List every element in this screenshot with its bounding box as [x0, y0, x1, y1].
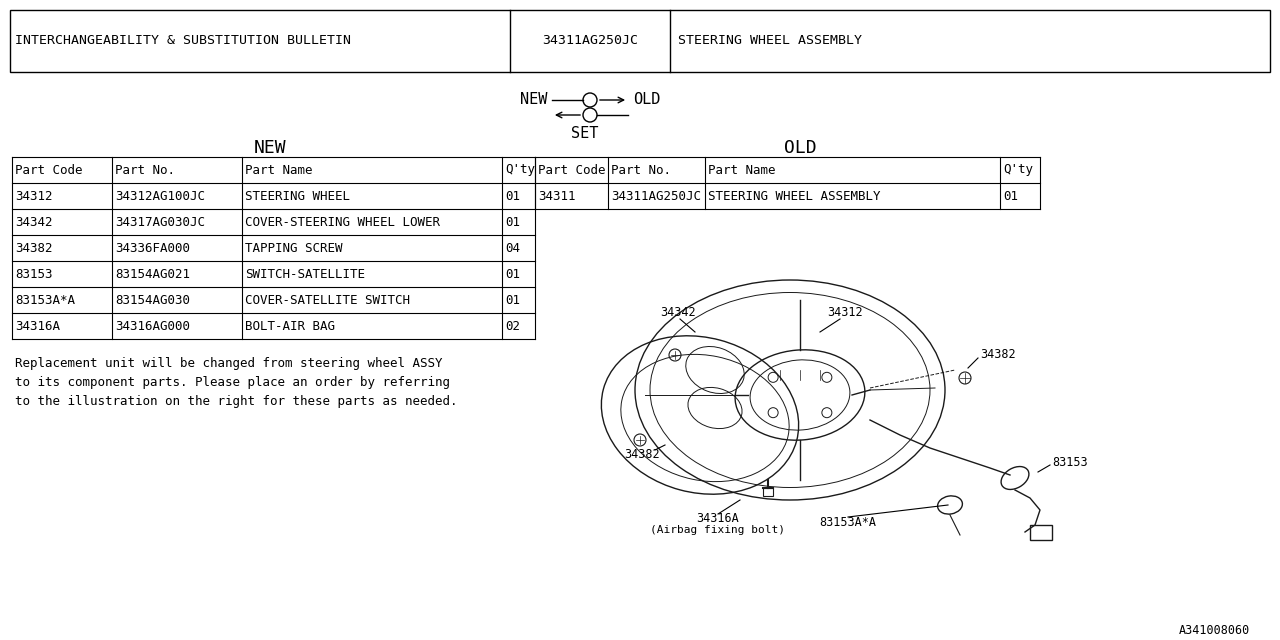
Text: STEERING WHEEL ASSEMBLY: STEERING WHEEL ASSEMBLY — [708, 189, 881, 202]
Text: COVER-STEERING WHEEL LOWER: COVER-STEERING WHEEL LOWER — [244, 216, 440, 228]
Text: 83154AG030: 83154AG030 — [115, 294, 189, 307]
Text: OLD: OLD — [634, 93, 660, 108]
Text: 01: 01 — [506, 294, 520, 307]
Text: NEW: NEW — [253, 139, 287, 157]
Text: STEERING WHEEL: STEERING WHEEL — [244, 189, 349, 202]
Text: 34336FA000: 34336FA000 — [115, 241, 189, 255]
Text: 34382: 34382 — [625, 449, 659, 461]
Text: 34316A: 34316A — [15, 319, 60, 333]
Text: 01: 01 — [506, 189, 520, 202]
Text: 83153: 83153 — [15, 268, 52, 280]
Text: 83154AG021: 83154AG021 — [115, 268, 189, 280]
Text: 83153: 83153 — [1052, 456, 1088, 468]
Text: 01: 01 — [506, 216, 520, 228]
Bar — [763, 488, 773, 496]
Text: OLD: OLD — [783, 139, 817, 157]
Text: 04: 04 — [506, 241, 520, 255]
Text: 34311: 34311 — [538, 189, 576, 202]
Text: Part Code: Part Code — [538, 163, 605, 177]
Text: SWITCH-SATELLITE: SWITCH-SATELLITE — [244, 268, 365, 280]
Text: (Airbag fixing bolt): (Airbag fixing bolt) — [650, 525, 786, 535]
Text: 34311AG250JC: 34311AG250JC — [611, 189, 701, 202]
Text: 34382: 34382 — [15, 241, 52, 255]
Text: 01: 01 — [506, 268, 520, 280]
Text: TAPPING SCREW: TAPPING SCREW — [244, 241, 343, 255]
Text: 34317AG030JC: 34317AG030JC — [115, 216, 205, 228]
Text: Part Code: Part Code — [15, 163, 82, 177]
Text: 34382: 34382 — [980, 349, 1015, 362]
Text: Q'ty: Q'ty — [506, 163, 535, 177]
Text: 34342: 34342 — [660, 307, 696, 319]
Text: Part Name: Part Name — [244, 163, 312, 177]
Text: 34311AG250JC: 34311AG250JC — [541, 35, 637, 47]
Text: 34312: 34312 — [827, 307, 863, 319]
Text: Q'ty: Q'ty — [1004, 163, 1033, 177]
Text: SET: SET — [571, 125, 599, 141]
Text: Part No.: Part No. — [115, 163, 175, 177]
Text: 01: 01 — [1004, 189, 1018, 202]
Text: 34316A: 34316A — [696, 511, 740, 525]
Text: Replacement unit will be changed from steering wheel ASSY
to its component parts: Replacement unit will be changed from st… — [15, 357, 457, 408]
Text: A341008060: A341008060 — [1179, 623, 1251, 637]
Text: Part No.: Part No. — [611, 163, 671, 177]
Text: COVER-SATELLITE SWITCH: COVER-SATELLITE SWITCH — [244, 294, 410, 307]
Text: 34312AG100JC: 34312AG100JC — [115, 189, 205, 202]
Bar — [1030, 525, 1052, 540]
Text: Part Name: Part Name — [708, 163, 776, 177]
Text: 83153A*A: 83153A*A — [15, 294, 76, 307]
Bar — [10, 10, 1270, 72]
Text: NEW: NEW — [520, 93, 547, 108]
Text: STEERING WHEEL ASSEMBLY: STEERING WHEEL ASSEMBLY — [678, 35, 861, 47]
Text: 34312: 34312 — [15, 189, 52, 202]
Text: 34316AG000: 34316AG000 — [115, 319, 189, 333]
Text: 34342: 34342 — [15, 216, 52, 228]
Text: 02: 02 — [506, 319, 520, 333]
Text: INTERCHANGEABILITY & SUBSTITUTION BULLETIN: INTERCHANGEABILITY & SUBSTITUTION BULLET… — [15, 35, 351, 47]
Text: 83153A*A: 83153A*A — [819, 515, 877, 529]
Text: BOLT-AIR BAG: BOLT-AIR BAG — [244, 319, 335, 333]
